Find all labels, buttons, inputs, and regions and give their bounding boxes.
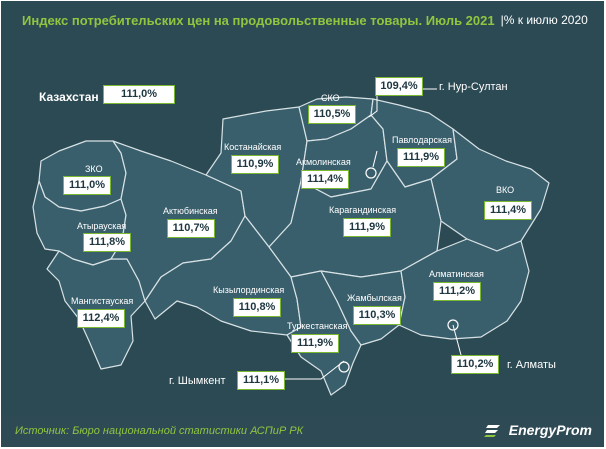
region-label-almaty-city: г. Алматы xyxy=(507,359,556,371)
region-value-shymkent: 111,1% xyxy=(237,371,285,390)
country-value: 111,0% xyxy=(103,85,175,104)
region-label-nur-sultan: г. Нур-Султан xyxy=(439,81,508,93)
brand-name: EnergyProm xyxy=(508,422,592,438)
region-label-kostanay: Костанайская xyxy=(224,142,282,152)
region-value-pavlodar: 111,9% xyxy=(397,148,445,167)
region-value-kyzylorda: 110,8% xyxy=(233,298,281,317)
page-title: Индекс потребительских цен на продовольс… xyxy=(22,12,495,28)
footer: Источник: Бюро национальной статистики А… xyxy=(1,415,604,447)
region-label-sko: СКО xyxy=(321,93,340,103)
region-label-zhambyl: Жамбылская xyxy=(347,293,402,303)
region-value-vko: 111,4% xyxy=(484,201,532,220)
city-marker-icon xyxy=(365,167,377,179)
region-value-nur-sultan: 109,4% xyxy=(375,77,423,96)
brand-logo: EnergyProm xyxy=(483,422,592,438)
region-value-almaty-region: 111,2% xyxy=(433,282,481,301)
country-label: Казахстан xyxy=(39,90,99,104)
region-value-atyrau: 111,8% xyxy=(83,233,131,252)
energyprom-logo-icon xyxy=(483,425,500,437)
region-value-zko: 111,0% xyxy=(63,176,111,195)
city-marker-icon xyxy=(338,361,350,373)
region-label-aktobe: Актюбинская xyxy=(163,206,218,216)
region-value-karaganda: 111,9% xyxy=(343,218,391,237)
region-label-kyzylorda: Кызылординская xyxy=(213,285,285,295)
city-markers xyxy=(338,167,459,373)
title-bar: Индекс потребительских цен на продовольс… xyxy=(1,1,604,39)
region-label-akmola: Акмолинская xyxy=(296,157,351,167)
region-label-atyrau: Атырауская xyxy=(77,221,127,231)
region-label-almaty-region: Алматинская xyxy=(429,269,484,279)
region-label-karaganda: Карагандинская xyxy=(329,205,397,215)
region-value-sko: 110,5% xyxy=(308,105,356,124)
region-label-shymkent: г. Шымкент xyxy=(169,375,226,387)
region-label-vko: ВКО xyxy=(496,185,515,195)
source-note: Источник: Бюро национальной статистики А… xyxy=(15,425,304,437)
region-label-zko: ЗКО xyxy=(85,164,103,174)
city-marker-icon xyxy=(447,319,459,331)
region-value-zhambyl: 110,3% xyxy=(353,306,401,325)
region-value-mangistau: 112,4% xyxy=(77,309,125,328)
region-value-almaty-city: 110,2% xyxy=(451,355,499,374)
region-label-mangistau: Мангистауская xyxy=(71,296,134,306)
region-value-aktobe: 110,7% xyxy=(167,219,215,238)
region-label-pavlodar: Павлодарская xyxy=(392,135,452,145)
region-value-akmola: 111,4% xyxy=(301,170,349,189)
region-value-kostanay: 110,9% xyxy=(231,155,279,174)
page-subtitle: |% к июлю 2020 xyxy=(500,13,588,27)
region-label-turkestan: Туркестанская xyxy=(287,321,348,331)
region-value-turkestan: 111,9% xyxy=(291,334,339,353)
